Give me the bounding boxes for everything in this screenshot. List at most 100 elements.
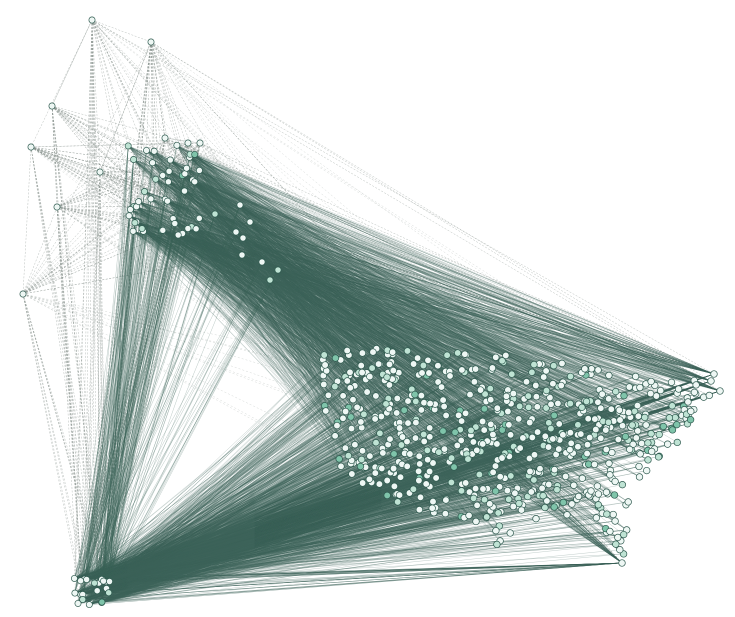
graph-node [550, 466, 559, 474]
graph-node [566, 372, 575, 381]
graph-node [141, 188, 148, 195]
graph-node [469, 494, 478, 502]
graph-node [555, 445, 563, 453]
graph-node [602, 426, 610, 434]
graph-node [416, 493, 425, 501]
graph-node [425, 467, 434, 476]
graph-node [628, 421, 636, 429]
graph-node [105, 589, 113, 597]
graph-node [413, 354, 422, 362]
graph-node [612, 540, 620, 548]
graph-node [594, 398, 602, 406]
graph-node [480, 426, 488, 434]
graph-node [383, 373, 391, 381]
graph-node [690, 388, 699, 396]
graph-node [426, 424, 434, 432]
graph-node [519, 434, 527, 442]
graph-node [541, 503, 549, 512]
graph-node [506, 529, 514, 537]
graph-node [506, 431, 515, 439]
graph-node [543, 497, 551, 505]
graph-node [440, 402, 448, 411]
graph-node [79, 596, 87, 603]
graph-node [566, 446, 574, 454]
graph-node [411, 390, 419, 399]
graph-node [594, 490, 603, 498]
graph-node [544, 443, 553, 451]
graph-node [507, 472, 515, 480]
graph-node [454, 411, 463, 419]
graph-node [542, 367, 550, 375]
graph-node [195, 166, 203, 174]
graph-node [707, 377, 715, 385]
graph-node [365, 475, 374, 483]
graph-node [374, 360, 383, 368]
graph-node [454, 349, 462, 357]
graph-node [648, 447, 656, 456]
graph-node [181, 187, 188, 195]
graph-node [542, 404, 550, 412]
graph-node [439, 427, 447, 435]
graph-node [498, 426, 506, 434]
graph-node [536, 465, 544, 473]
graph-node [491, 462, 500, 470]
graph-node [532, 515, 540, 523]
graph-node [583, 449, 591, 458]
graph-node [502, 392, 511, 400]
graph-node [358, 368, 366, 377]
graph-node [584, 415, 592, 423]
graph-node [615, 406, 624, 414]
graph-node [542, 386, 551, 395]
graph-node [636, 383, 644, 392]
graph-node [164, 197, 171, 205]
graph-node [457, 417, 466, 425]
graph-node [236, 201, 244, 209]
graph-node [447, 454, 456, 462]
graph-node [173, 141, 181, 149]
graph-node [505, 421, 513, 429]
graph-node [594, 366, 602, 374]
graph-node [642, 421, 650, 429]
graph-node [638, 439, 646, 448]
graph-node [211, 210, 219, 218]
graph-node [434, 362, 442, 370]
graph-node [644, 456, 652, 464]
graph-node [515, 499, 523, 508]
graph-node [504, 407, 512, 416]
graph-node [331, 354, 340, 362]
graph-node [665, 414, 674, 422]
graph-node [358, 349, 367, 357]
graph-node [616, 416, 624, 424]
graph-node [483, 513, 491, 521]
graph-node [93, 587, 101, 595]
graph-node [165, 167, 173, 175]
graph-node [659, 422, 668, 431]
graph-node [515, 415, 523, 423]
graph-node [465, 511, 473, 520]
graph-node [668, 426, 677, 434]
graph-node [635, 462, 643, 471]
graph-node [390, 482, 399, 490]
graph-node [528, 368, 536, 376]
graph-node [409, 360, 418, 368]
graph-node [398, 433, 407, 441]
graph-node [106, 578, 113, 585]
graph-node [96, 168, 104, 176]
graph-node [634, 427, 642, 435]
graph-node [476, 386, 485, 394]
graph-node [181, 170, 189, 178]
graph-node [692, 381, 700, 389]
graph-node [550, 362, 558, 370]
graph-node [462, 479, 470, 487]
graph-node [349, 396, 357, 404]
graph-node [524, 392, 532, 400]
graph-node [347, 424, 356, 433]
graph-node [602, 445, 610, 454]
graph-node [149, 159, 156, 167]
graph-node [611, 477, 619, 486]
graph-node [479, 485, 487, 493]
graph-node [494, 509, 502, 517]
graph-node [337, 462, 345, 470]
graph-node [547, 400, 555, 408]
